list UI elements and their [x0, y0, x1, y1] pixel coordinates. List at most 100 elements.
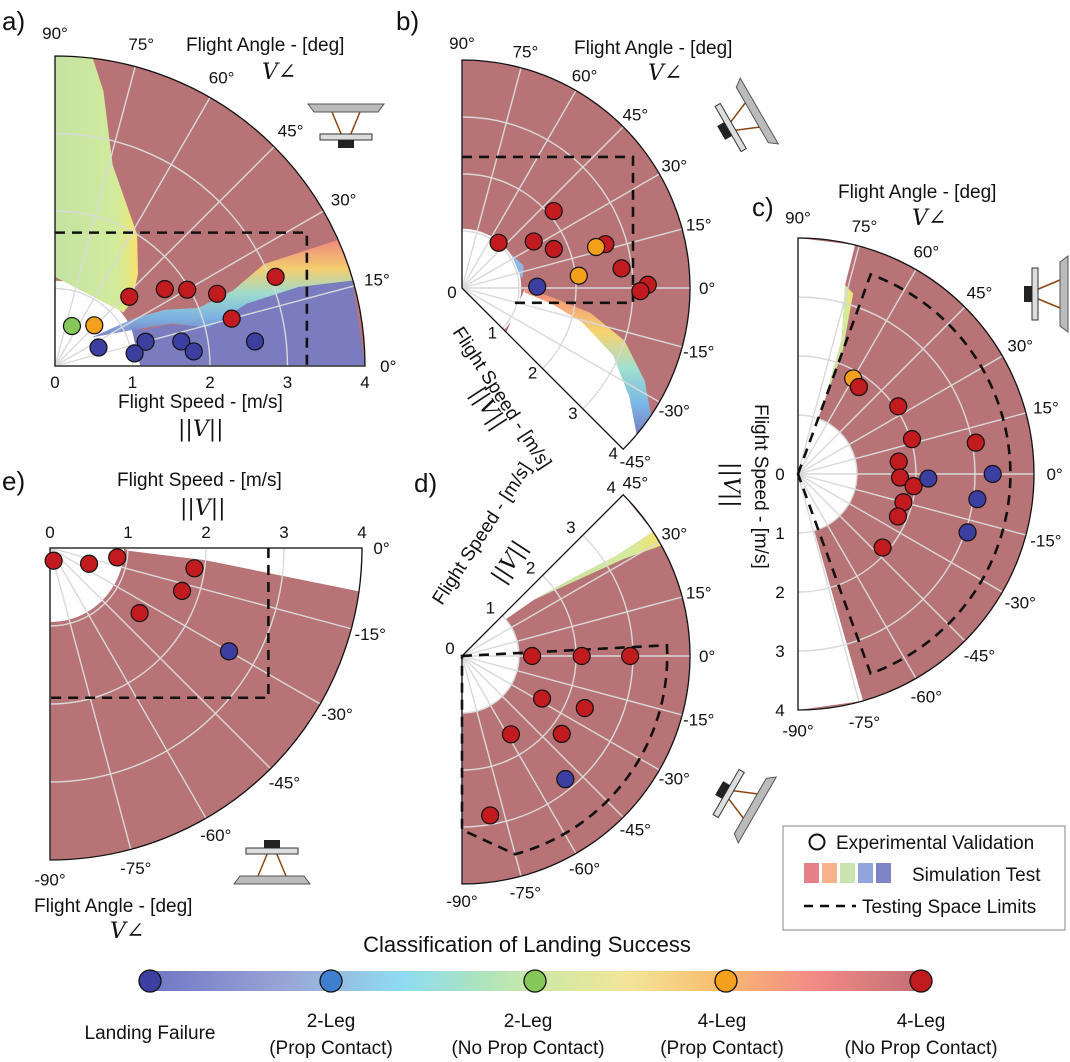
- legend-swatch-red: [804, 863, 819, 883]
- panel-c-angle-symbol: V∠: [912, 206, 946, 231]
- grid-ring: [461, 116, 634, 410]
- angle-tick-label: -45°: [269, 773, 300, 792]
- panel-a: 0° 15° 30° 45° 60° 75° 90° 0 1 2 3 4: [42, 24, 396, 392]
- data-point-4leg-noprop: [889, 397, 908, 416]
- angle-tick-label: 30°: [331, 190, 357, 209]
- colorbar-sub-4leg-prop: (Prop Contact): [660, 1038, 784, 1059]
- speed-tick-label: 0: [445, 639, 454, 658]
- colorbar-label-2leg-noprop: 2-Leg: [504, 1011, 553, 1032]
- data-point-failure: [136, 332, 155, 351]
- colorbar-marker: [319, 969, 343, 993]
- grid-ring: [797, 414, 858, 534]
- angle-tick-label: 15°: [1033, 399, 1059, 418]
- legend-frame: [782, 825, 1066, 931]
- angle-tick-label: 90°: [42, 24, 68, 43]
- data-point-4leg-noprop: [849, 377, 869, 397]
- testing-limits: [50, 548, 270, 700]
- angle-tick-label: -15°: [683, 342, 714, 361]
- grid-ring: [461, 230, 520, 329]
- angle-tick-label: 0°: [380, 357, 396, 376]
- panel-e: 0° -15° -30° -45° -60° -75° -90° 0 1 2 3 4: [34, 523, 389, 890]
- transition-band: [91, 239, 353, 338]
- data-point-failure: [89, 338, 108, 357]
- legend-swatch-blue: [858, 863, 873, 883]
- speed-tick-label: 0: [50, 373, 59, 392]
- angle-tick-label: 45°: [622, 474, 648, 493]
- grid-ring: [797, 355, 917, 593]
- angle-tick-label: -30°: [659, 770, 690, 789]
- two-leg-region: [55, 56, 138, 313]
- data-point-failure: [245, 332, 265, 351]
- legend: Experimental Validation Simulation Test …: [782, 825, 1066, 931]
- angle-tick-label: -15°: [1030, 531, 1061, 550]
- angle-tick-label: 30°: [661, 156, 687, 175]
- empty-region: [502, 494, 654, 620]
- data-point-failure: [528, 277, 547, 296]
- data-point-4leg-noprop: [208, 284, 227, 303]
- data-point-4leg-prop: [85, 316, 104, 335]
- data-point-4leg-noprop: [575, 699, 594, 718]
- panel-e-angle-title: Flight Angle - [deg]: [34, 896, 192, 917]
- data-point-4leg-noprop: [544, 201, 563, 221]
- frame: [797, 237, 1035, 711]
- panel-c: -90° -75° -60° -45° -30° -15° 0° 15° 30° 45° 60° 75…: [775, 208, 1063, 740]
- legend-experimental-label: Experimental Validation: [836, 833, 1034, 854]
- grid-ring: [797, 296, 976, 652]
- data-point-4leg-noprop: [489, 233, 508, 252]
- speed-tick-label: 2: [775, 583, 784, 602]
- speed-tick-label: 4: [360, 373, 369, 392]
- speed-tick-label: 2: [526, 558, 535, 577]
- speed-tick-label: 4: [606, 478, 615, 497]
- data-point-4leg-noprop: [185, 559, 204, 578]
- testing-limits: [460, 643, 669, 856]
- panel-e-speed-symbol: ||V||: [180, 496, 226, 521]
- angle-tick-label: -90°: [782, 722, 813, 741]
- angle-tick-label: 0°: [1047, 465, 1063, 484]
- data-point-4leg-noprop: [621, 646, 640, 666]
- panel-a-label: a): [2, 6, 25, 36]
- data-point-4leg-noprop: [890, 468, 910, 487]
- angle-tick-label: -45°: [964, 646, 995, 665]
- empty-region: [124, 548, 362, 592]
- speed-tick-label: 2: [205, 373, 214, 392]
- frame: [49, 547, 363, 861]
- speed-tick-label: 1: [486, 599, 495, 618]
- colorbar-label-4leg-prop: 4-Leg: [698, 1011, 747, 1032]
- panel-a-angle-symbol: V∠: [262, 60, 296, 85]
- panel-b-angle-title: Flight Angle - [deg]: [574, 38, 732, 59]
- legend-simulation-label: Simulation Test: [912, 865, 1041, 886]
- colorbar-marker: [909, 969, 933, 993]
- data-point-failure: [219, 642, 239, 661]
- colorbar-label-2leg-prop: 2-Leg: [307, 1011, 356, 1032]
- colorbar-marker: [523, 969, 547, 993]
- angle-tick-label: 90°: [449, 34, 475, 53]
- legend-swatch-indigo: [876, 863, 891, 883]
- grid-ring: [461, 534, 634, 828]
- grid-ring: [461, 615, 520, 714]
- two-leg-region: [533, 531, 662, 600]
- drone-illustration-e: [233, 840, 311, 885]
- data-point-4leg-noprop: [481, 806, 500, 825]
- data-point-4leg-noprop: [501, 725, 521, 744]
- colorbar-marker: [714, 969, 738, 993]
- data-point-4leg-noprop: [222, 309, 241, 328]
- panel-a-speed-symbol: ||V||: [178, 417, 224, 442]
- panel-a-angle-title: Flight Angle - [deg]: [186, 35, 344, 56]
- data-point-failure: [172, 332, 191, 351]
- colorbar-label-failure: Landing Failure: [85, 1023, 216, 1044]
- panel-c-speed-symbol: ||V||: [718, 462, 743, 508]
- empty-region: [798, 238, 856, 419]
- data-point-4leg-noprop: [155, 279, 174, 299]
- testing-limits: [55, 231, 309, 366]
- angle-tick-label: 0°: [373, 539, 389, 558]
- speed-tick-label: 3: [568, 404, 577, 423]
- angle-tick-label: -30°: [1005, 593, 1036, 612]
- speed-tick-label: 3: [283, 373, 292, 392]
- transition-band: [524, 288, 652, 435]
- grid-ring: [49, 547, 129, 627]
- angle-tick-label: 0°: [699, 279, 715, 298]
- angle-tick-label: 15°: [364, 271, 390, 290]
- drone-illustration-d: [712, 768, 778, 845]
- data-point-failure: [968, 490, 987, 509]
- speed-tick-label: 0: [447, 283, 456, 302]
